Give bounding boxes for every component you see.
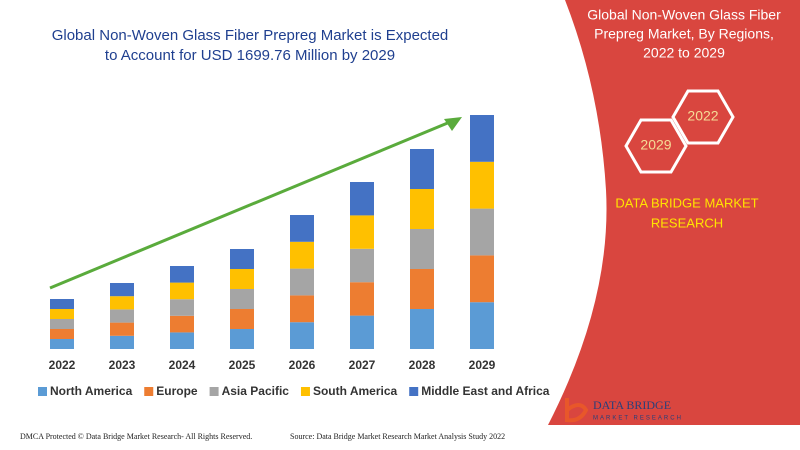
trend-arrow	[49, 120, 451, 290]
panel-title: 2022 to 2029	[643, 45, 725, 61]
chart-title: Global Non-Woven Glass Fiber Prepreg Mar…	[52, 27, 449, 44]
logo-mark	[565, 398, 589, 423]
bar-segment	[410, 269, 434, 309]
x-tick-label: 2027	[349, 358, 376, 372]
bar-segment	[110, 309, 134, 323]
hexagon-label: 2022	[687, 108, 718, 124]
brand-text: DATA BRIDGE MARKET	[615, 195, 758, 210]
bar-segment	[170, 315, 194, 333]
bar-segment	[410, 189, 434, 229]
bar-segment	[50, 299, 74, 309]
x-tick-label: 2025	[229, 358, 256, 372]
bar-segment	[230, 249, 254, 269]
bar-segment	[50, 309, 74, 319]
side-panel	[548, 0, 800, 425]
bar-segment	[110, 283, 134, 297]
bar-segment	[470, 255, 494, 303]
bar-segment	[170, 299, 194, 316]
bar-segment	[290, 295, 314, 323]
bar-segment	[470, 208, 494, 256]
panel-title: Global Non-Woven Glass Fiber	[587, 7, 781, 23]
bar-segment	[470, 302, 494, 349]
x-tick-label: 2023	[109, 358, 136, 372]
bar-segment	[350, 182, 374, 216]
bar-segment	[230, 309, 254, 329]
bar-segment	[110, 335, 134, 349]
bar-segment	[110, 322, 134, 336]
legend-swatch	[409, 387, 419, 396]
legend-label: Asia Pacific	[222, 384, 290, 398]
chart-title: to Account for USD 1699.76 Million by 20…	[105, 47, 395, 64]
x-tick-label: 2024	[169, 358, 196, 372]
logo-tagline: MARKET RESEARCH	[593, 416, 683, 422]
legend-swatch	[209, 387, 219, 396]
x-tick-label: 2026	[289, 358, 316, 372]
bar-segment	[410, 149, 434, 189]
hexagon	[624, 118, 688, 174]
bar-segment	[470, 115, 494, 162]
legend-label: Middle East and Africa	[421, 384, 550, 398]
bar-segment	[290, 322, 314, 349]
bar-segment	[290, 215, 314, 242]
legend-swatch	[38, 387, 47, 396]
legend-swatch	[300, 387, 310, 396]
bar-segment	[410, 229, 434, 269]
bar-segment	[170, 332, 194, 349]
bar-segment	[170, 282, 194, 300]
bar-segment	[350, 282, 374, 316]
bar-segment	[350, 315, 374, 349]
bar-segment	[230, 269, 254, 289]
legend-label: South America	[313, 384, 398, 398]
bar-segment	[50, 339, 74, 349]
bar-segment	[290, 241, 314, 269]
bar-segment	[170, 266, 194, 283]
plot: 2022 2023 2024 2025 2026 2027 2028 2029	[49, 115, 496, 372]
hexagon	[671, 89, 735, 145]
arrow-head	[444, 117, 462, 131]
panel-title: Prepreg Market, By Regions,	[594, 26, 774, 42]
footer-right: Source: Data Bridge Market Research Mark…	[290, 432, 505, 441]
logo-name: DATA BRIDGE	[593, 398, 671, 412]
bar-segment	[110, 296, 134, 310]
hexagon-label: 2029	[640, 137, 671, 153]
legend-label: Europe	[156, 384, 198, 398]
bar-segment	[410, 309, 434, 349]
bar-segment	[230, 329, 254, 349]
legend: North America Europe Asia Pacific South Ame…	[38, 384, 550, 398]
x-tick-label: 2022	[49, 358, 76, 372]
x-tick-label: 2029	[469, 358, 496, 372]
x-tick-label: 2028	[409, 358, 436, 372]
legend-swatch	[144, 387, 154, 396]
bar-segment	[290, 268, 314, 296]
brand-text: RESEARCH	[651, 215, 723, 230]
footer-left: DMCA Protected © Data Bridge Market Rese…	[20, 432, 252, 441]
legend-label: North America	[50, 384, 133, 398]
bar-segment	[350, 248, 374, 283]
bar-segment	[50, 329, 74, 339]
bar-segment	[230, 289, 254, 309]
bar-segment	[350, 215, 374, 249]
bar-segment	[50, 319, 74, 329]
bar-segment	[470, 161, 494, 209]
